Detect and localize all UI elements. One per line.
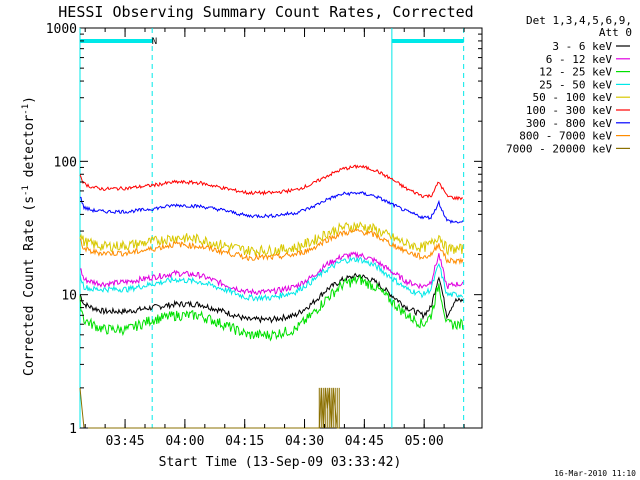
y-axis-label: Corrected Count Rate (s-1 detector-1) — [21, 96, 37, 376]
plot-frame — [79, 27, 483, 429]
chart-title: HESSI Observing Summary Count Rates, Cor… — [58, 3, 473, 21]
series-12-25kev — [79, 274, 464, 342]
series-50-100kev — [79, 221, 464, 257]
x-tick-label: 05:00 — [405, 434, 444, 449]
legend-label: 12 - 25 keV — [539, 66, 612, 79]
legend-label: 800 - 7000 keV — [519, 130, 612, 143]
night-markers — [79, 28, 465, 428]
legend-label: 3 - 6 keV — [552, 40, 612, 53]
legend-label: 6 - 12 keV — [546, 53, 613, 66]
series-800-7000kev — [79, 228, 464, 265]
legend-label: 25 - 50 keV — [539, 78, 612, 91]
annotation-n: N — [152, 37, 157, 47]
legend-label: 7000 - 20000 keV — [506, 142, 612, 155]
legend-header-detectors: Det 1,3,4,5,6,9, — [526, 14, 632, 27]
y-tick-label: 10 — [61, 289, 77, 304]
series-25-50kev — [79, 256, 464, 303]
x-axis: 03:45 04:00 04:15 04:30 04:45 05:00 — [84, 28, 465, 449]
x-tick-label: 04:00 — [165, 434, 204, 449]
legend-header-attenuator: Att 0 — [599, 26, 632, 39]
series-6-12kev — [80, 251, 464, 296]
x-tick-label: 04:15 — [225, 434, 264, 449]
x-tick-label: 04:30 — [285, 434, 324, 449]
series-300-800kev — [79, 191, 464, 225]
legend-label: 50 - 100 keV — [533, 91, 613, 104]
legend-label: 100 - 300 keV — [526, 104, 612, 117]
series-100-300kev — [79, 164, 464, 201]
series-lines — [79, 164, 464, 429]
y-tick-label: 100 — [54, 155, 77, 170]
y-axis: 1 10 100 1000 — [46, 22, 482, 437]
x-axis-label: Start Time (13-Sep-09 03:33:42) — [159, 455, 402, 470]
y-tick-label: 1000 — [46, 22, 77, 37]
x-tick-label: 03:45 — [105, 434, 144, 449]
y-tick-label: 1 — [69, 422, 77, 437]
series-3-6kev — [79, 272, 464, 324]
x-tick-label: 04:45 — [345, 434, 384, 449]
legend-label: 300 - 800 keV — [526, 117, 612, 130]
footer-date: 16-Mar-2010 11:10 — [554, 469, 636, 478]
